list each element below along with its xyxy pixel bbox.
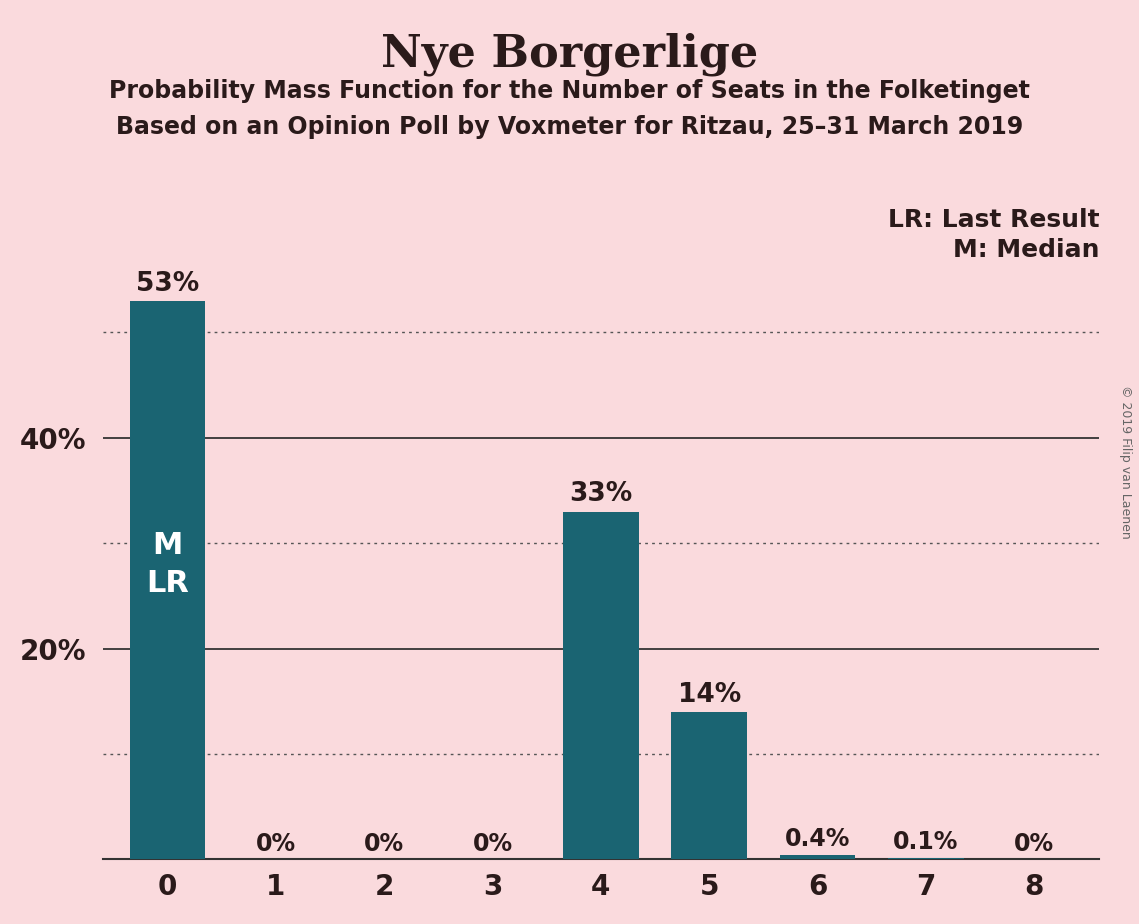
Text: © 2019 Filip van Laenen: © 2019 Filip van Laenen bbox=[1118, 385, 1132, 539]
Text: LR: Last Result: LR: Last Result bbox=[887, 208, 1099, 232]
Text: 0%: 0% bbox=[364, 833, 404, 857]
Bar bbox=[563, 512, 639, 859]
Text: 0%: 0% bbox=[473, 833, 513, 857]
Bar bbox=[671, 711, 747, 859]
Bar bbox=[888, 858, 964, 859]
Text: M: Median: M: Median bbox=[952, 237, 1099, 261]
Bar bbox=[130, 301, 205, 859]
Text: M
LR: M LR bbox=[146, 530, 189, 598]
Bar bbox=[779, 855, 855, 859]
Text: Based on an Opinion Poll by Voxmeter for Ritzau, 25–31 March 2019: Based on an Opinion Poll by Voxmeter for… bbox=[116, 115, 1023, 139]
Text: 33%: 33% bbox=[570, 481, 632, 507]
Text: Probability Mass Function for the Number of Seats in the Folketinget: Probability Mass Function for the Number… bbox=[109, 79, 1030, 103]
Text: 0.1%: 0.1% bbox=[893, 830, 959, 854]
Text: 0%: 0% bbox=[256, 833, 296, 857]
Text: 0.4%: 0.4% bbox=[785, 827, 850, 851]
Text: 53%: 53% bbox=[136, 271, 199, 297]
Text: 14%: 14% bbox=[678, 682, 740, 708]
Text: 0%: 0% bbox=[1014, 833, 1055, 857]
Text: Nye Borgerlige: Nye Borgerlige bbox=[380, 32, 759, 76]
